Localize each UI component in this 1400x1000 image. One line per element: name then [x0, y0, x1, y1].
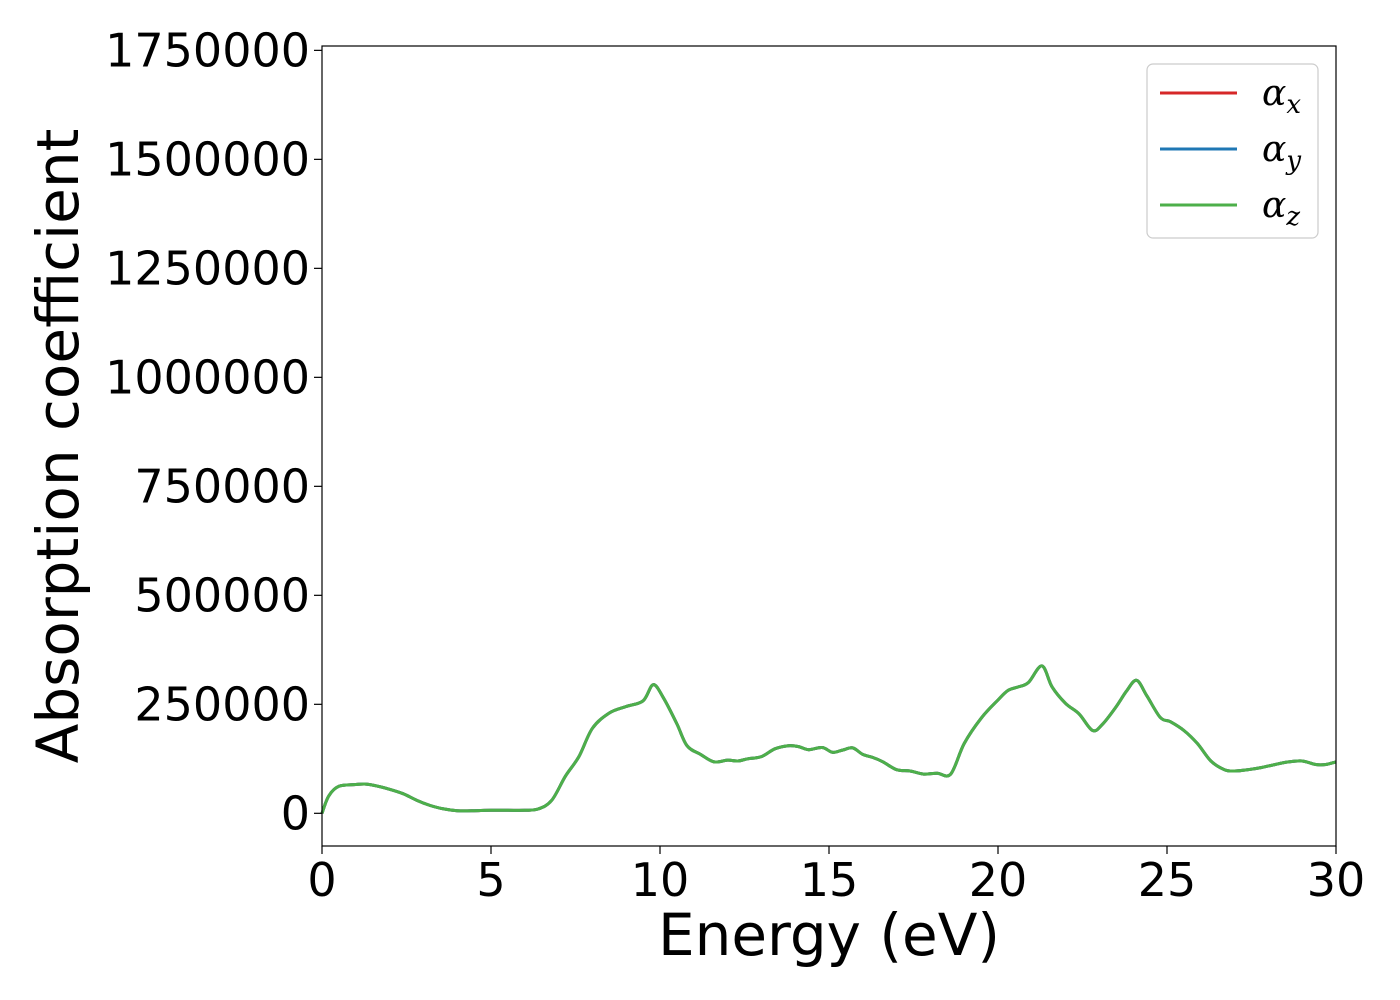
x-tick-label: 25 [1138, 853, 1197, 907]
y-tick-label: 750000 [134, 459, 310, 513]
series-line-alpha-z [320, 664, 1337, 814]
x-axis: 0 5 10 15 20 25 30 [307, 846, 1365, 907]
y-axis-label: Absorption coefficient [24, 129, 92, 764]
y-axis: 0 250000 500000 750000 1000000 1250000 1500000… [105, 23, 322, 840]
x-tick-label: 20 [969, 853, 1028, 907]
x-tick-label: 5 [476, 853, 505, 907]
legend-label-alpha-z: αz [1262, 185, 1300, 232]
y-tick-label: 0 [281, 786, 310, 840]
x-axis-label: Energy (eV) [658, 901, 1000, 969]
legend-subscript: y [1285, 146, 1301, 176]
x-tick-label: 10 [631, 853, 690, 907]
legend-label-alpha-x: αx [1262, 73, 1301, 120]
y-tick-label: 500000 [134, 568, 310, 622]
legend-subscript: z [1285, 202, 1300, 232]
legend-box [1146, 63, 1319, 239]
legend-symbol: α [1262, 185, 1286, 226]
y-tick-label: 1250000 [105, 241, 310, 295]
y-tick-label: 1500000 [105, 132, 310, 186]
legend-subscript: x [1286, 90, 1301, 120]
x-tick-label: 15 [800, 853, 859, 907]
legend-label-alpha-y: αy [1262, 129, 1301, 176]
series-layer [320, 664, 1337, 814]
y-tick-label: 1750000 [105, 23, 310, 77]
legend-symbol: α [1262, 129, 1286, 170]
legend-symbol: α [1262, 73, 1286, 114]
y-tick-label: 1000000 [105, 350, 310, 404]
y-tick-label: 250000 [134, 677, 310, 731]
x-tick-label: 0 [307, 853, 336, 907]
x-tick-label: 30 [1307, 853, 1366, 907]
